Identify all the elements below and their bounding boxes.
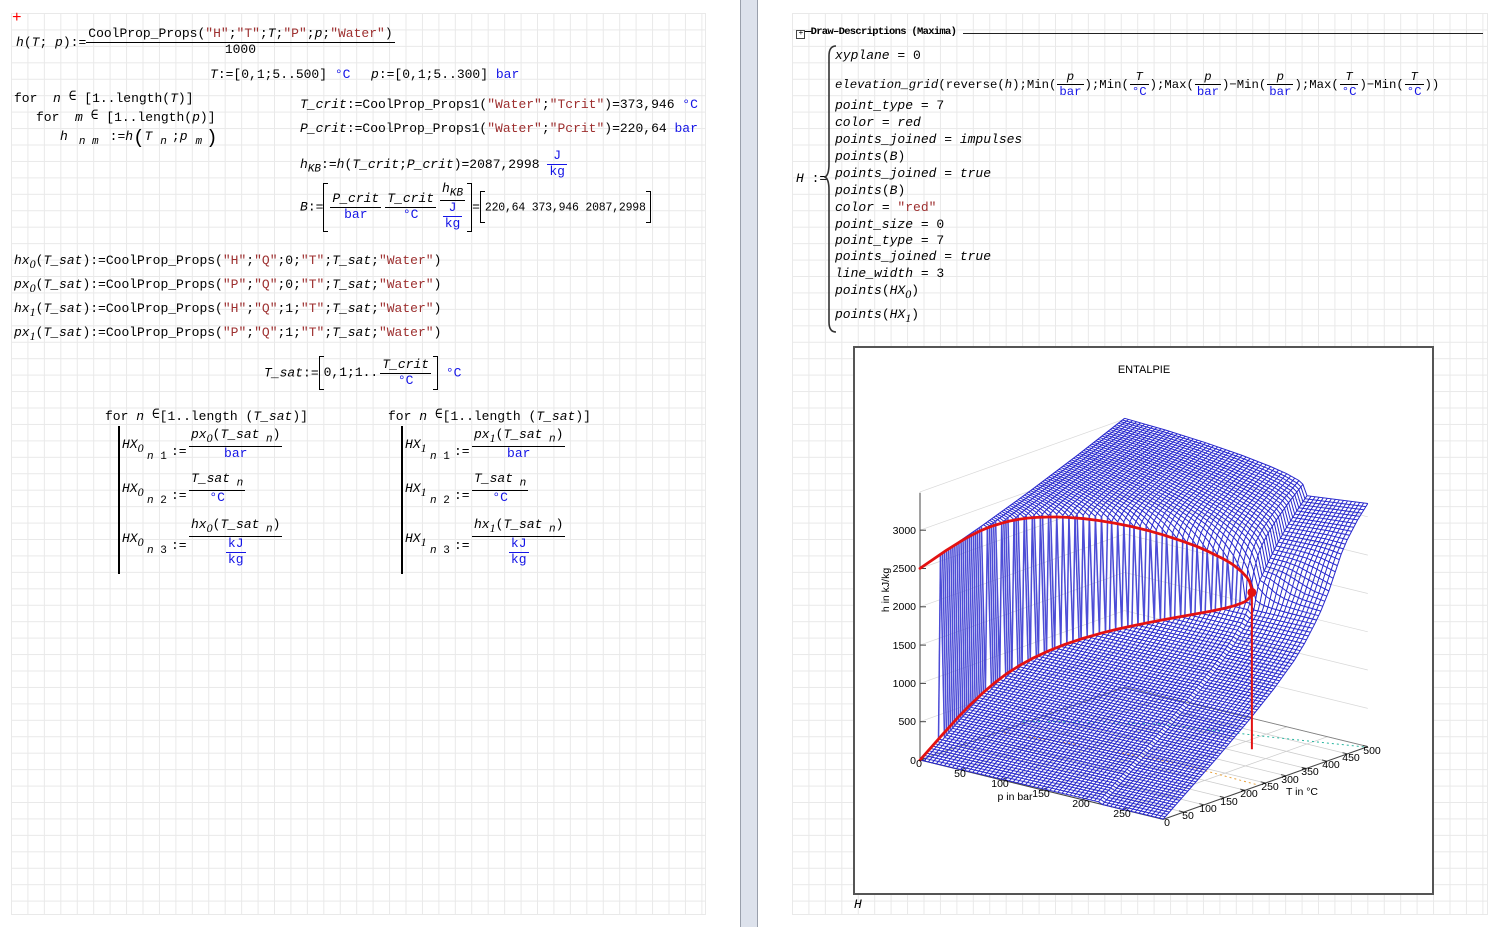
svg-text:500: 500 [898, 716, 916, 728]
svg-text:200: 200 [1240, 788, 1258, 800]
svg-text:100: 100 [1199, 803, 1217, 815]
svg-text:h in kJ/kg: h in kJ/kg [880, 568, 892, 613]
svg-text:T in °C: T in °C [1286, 786, 1318, 798]
svg-text:p in bar: p in bar [997, 791, 1033, 803]
svg-text:50: 50 [954, 768, 966, 780]
svg-text:350: 350 [1301, 766, 1319, 778]
svg-text:450: 450 [1342, 752, 1360, 764]
svg-text:1500: 1500 [893, 640, 917, 652]
svg-text:2500: 2500 [893, 563, 917, 575]
svg-text:200: 200 [1072, 798, 1090, 810]
svg-text:250: 250 [1113, 808, 1131, 820]
svg-text:150: 150 [1032, 788, 1050, 800]
svg-text:3000: 3000 [893, 525, 917, 537]
svg-text:500: 500 [1363, 745, 1381, 757]
svg-text:100: 100 [991, 778, 1009, 790]
svg-text:ENTALPIE: ENTALPIE [1118, 364, 1170, 376]
svg-text:0: 0 [916, 758, 922, 770]
svg-text:250: 250 [1261, 781, 1279, 793]
svg-text:300: 300 [1281, 774, 1299, 786]
svg-text:0: 0 [910, 755, 916, 767]
svg-text:150: 150 [1220, 796, 1238, 808]
svg-text:50: 50 [1182, 810, 1194, 822]
svg-text:2000: 2000 [893, 601, 917, 613]
svg-text:1000: 1000 [893, 678, 917, 690]
svg-text:0: 0 [1164, 817, 1170, 829]
svg-text:400: 400 [1322, 759, 1340, 771]
